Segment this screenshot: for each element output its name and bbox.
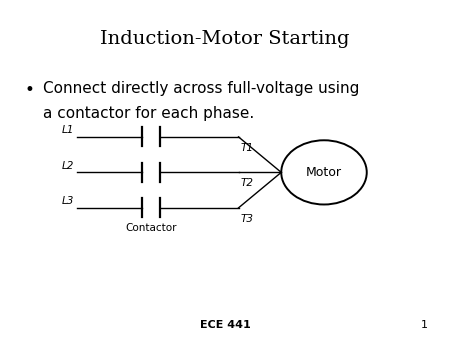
Text: L1: L1 (62, 125, 74, 135)
Text: Connect directly across full-voltage using: Connect directly across full-voltage usi… (43, 81, 359, 96)
Text: L2: L2 (62, 161, 74, 171)
Text: T1: T1 (241, 143, 254, 153)
Text: •: • (25, 81, 35, 99)
Text: 1: 1 (420, 319, 427, 330)
Text: a contactor for each phase.: a contactor for each phase. (43, 106, 254, 121)
Text: T3: T3 (241, 214, 254, 224)
Text: L3: L3 (62, 196, 74, 206)
Text: ECE 441: ECE 441 (200, 319, 250, 330)
Text: T2: T2 (241, 178, 254, 189)
Text: Induction-Motor Starting: Induction-Motor Starting (100, 30, 350, 48)
Text: Motor: Motor (306, 166, 342, 179)
Text: Contactor: Contactor (125, 223, 176, 233)
